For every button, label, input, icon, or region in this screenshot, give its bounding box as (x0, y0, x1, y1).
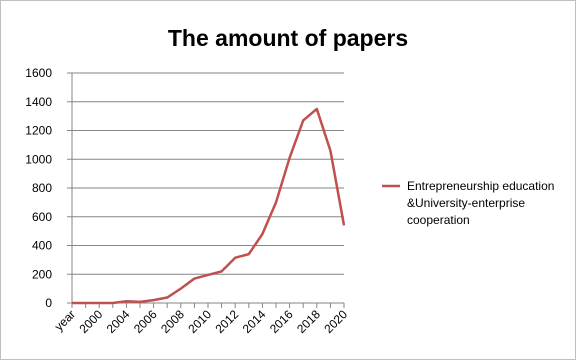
legend-label: Entrepreneurship education &University-e… (407, 179, 555, 227)
y-tick-label: 1400 (25, 95, 52, 109)
series-line (72, 107, 346, 305)
y-tick-label: 1000 (25, 152, 52, 166)
y-tick-label: 400 (32, 239, 52, 253)
chart-title: The amount of papers (168, 25, 408, 51)
y-tick-label: 0 (45, 296, 52, 310)
y-tick-label: 1200 (25, 124, 52, 138)
y-tick-label: 600 (32, 210, 52, 224)
y-tick-label: 200 (32, 267, 52, 281)
y-tick-label: 800 (32, 181, 52, 195)
y-tick-label: 1600 (25, 66, 52, 80)
